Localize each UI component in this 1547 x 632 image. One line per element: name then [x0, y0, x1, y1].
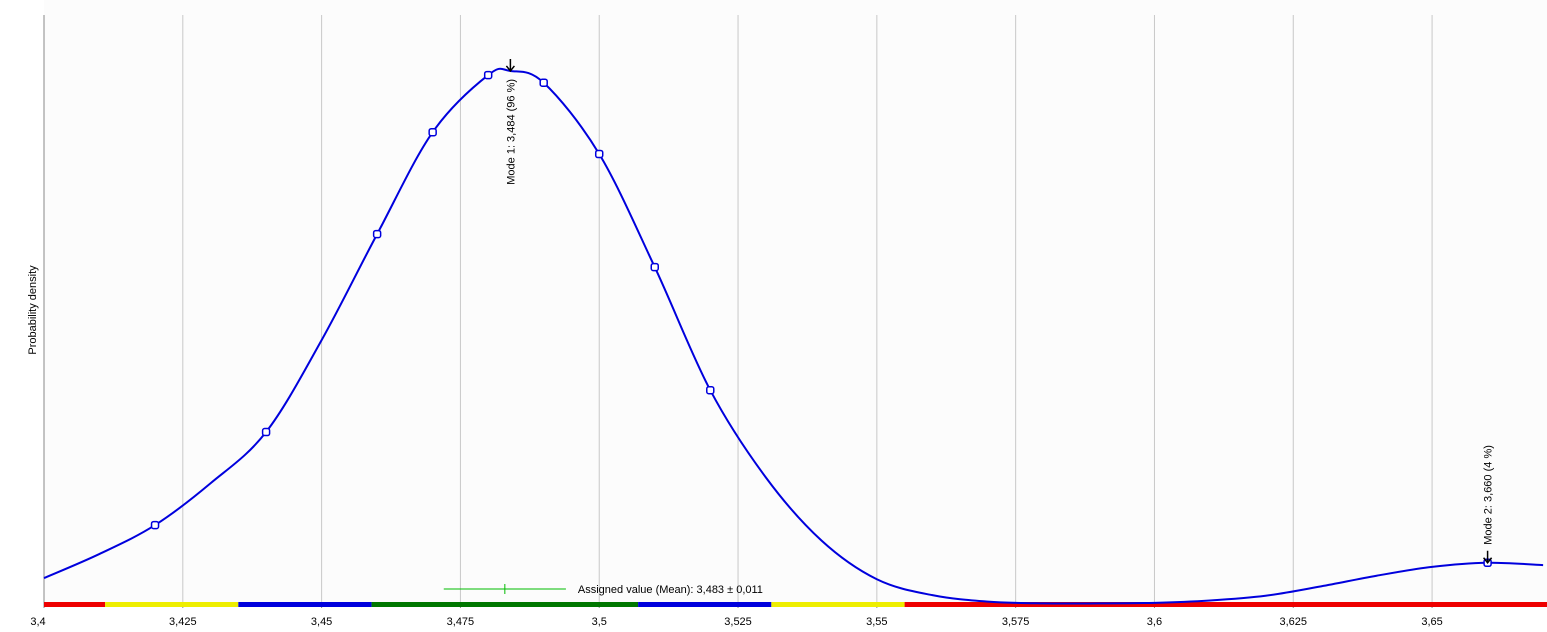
assigned-label: Assigned value (Mean): 3,483 ± 0,011 — [578, 584, 763, 596]
data-point — [372, 229, 382, 239]
data-point — [150, 520, 160, 530]
band — [105, 602, 239, 607]
x-tick-label: 3,625 — [1279, 616, 1307, 628]
density-curve — [43, 67, 1544, 605]
data-point — [706, 385, 715, 395]
x-tick-label: 3,425 — [169, 616, 197, 628]
x-tick-label: 3,5 — [592, 616, 607, 628]
band — [771, 602, 905, 607]
data-point — [594, 149, 604, 159]
data-point — [483, 70, 493, 80]
x-tick-label: 3,575 — [1002, 616, 1030, 628]
plot: 3,4 3,425 3,45 3,475 3,5 3,525 3,55 3,575 3,6 3,6… — [30, 58, 1547, 628]
data-point — [650, 262, 659, 272]
x-tick-label: 3,65 — [1421, 616, 1442, 628]
x-tick-label: 3,55 — [866, 616, 887, 628]
band — [238, 602, 372, 607]
mode-arrow — [505, 58, 515, 73]
band — [638, 602, 772, 607]
mode-label: Mode 2: 3,660 (4 %) — [1483, 445, 1495, 545]
data-point — [428, 127, 437, 137]
band — [44, 602, 106, 607]
mode-arrow — [1483, 550, 1493, 564]
mode-label: Mode 1: 3,484 (96 %) — [505, 79, 517, 185]
data-point — [261, 427, 271, 437]
grid — [43, 15, 1433, 604]
y-axis-label: Probability density — [27, 265, 39, 355]
x-tick-label: 3,6 — [1147, 616, 1162, 628]
band — [371, 602, 639, 607]
x-tick-label: 3,45 — [311, 616, 332, 628]
x-tick-label: 3,4 — [30, 616, 45, 628]
x-tick-label: 3,475 — [447, 616, 475, 628]
data-point — [539, 78, 548, 87]
x-tick-label: 3,525 — [724, 616, 752, 628]
plot-background — [44, 0, 1547, 604]
band — [904, 602, 1547, 607]
